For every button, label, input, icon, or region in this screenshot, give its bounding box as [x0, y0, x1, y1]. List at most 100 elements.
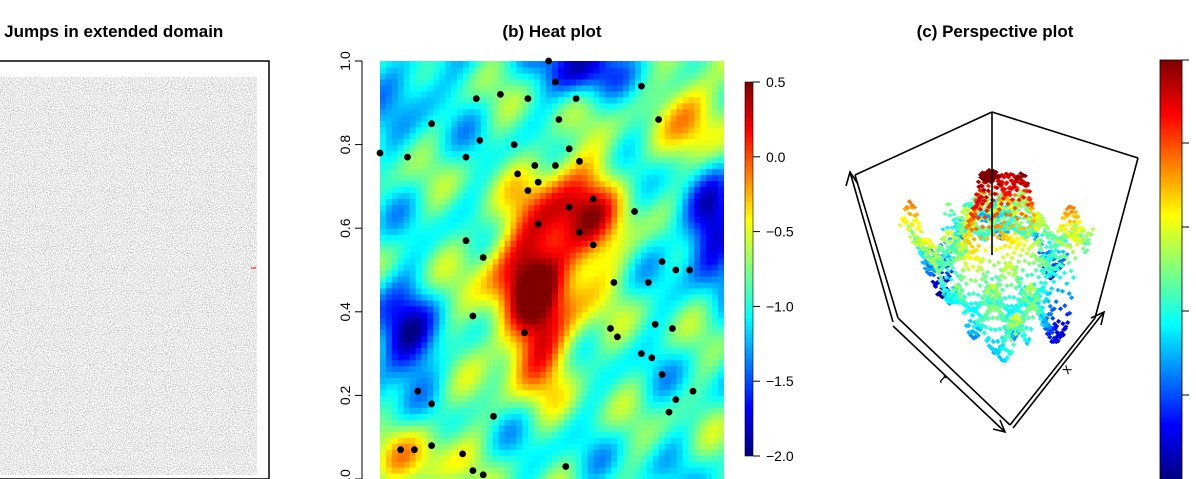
heat-cell	[718, 455, 724, 462]
heat-cell	[492, 353, 500, 361]
heat-cell	[563, 240, 571, 247]
heat-cell	[593, 258, 601, 265]
heat-cell	[629, 234, 636, 241]
heat-cell	[682, 204, 690, 211]
heat-cell	[635, 138, 642, 146]
heat-cell	[581, 120, 589, 128]
heat-cell	[599, 270, 606, 277]
heat-cell	[474, 413, 482, 420]
heat-cell	[557, 401, 565, 408]
heat-cell	[451, 90, 458, 98]
heat-cell	[629, 473, 636, 479]
heat-cell	[664, 204, 672, 211]
heat-cell	[563, 114, 571, 122]
heat-cell	[581, 162, 589, 170]
heat-cell	[629, 299, 636, 307]
heat-cell	[557, 78, 565, 86]
heat-cell	[581, 90, 589, 98]
heat-cell	[587, 413, 595, 420]
heat-cell	[451, 102, 458, 110]
heat-cell	[599, 287, 606, 295]
heat-cell	[546, 210, 553, 217]
heat-cell	[557, 120, 565, 128]
surface-facet	[1054, 243, 1061, 248]
heat-cell	[599, 317, 606, 325]
surface-facet	[1090, 226, 1096, 232]
heat-cell	[463, 192, 470, 199]
heat-cell	[480, 138, 488, 146]
heat-cell	[658, 252, 666, 259]
heat-cell	[439, 72, 446, 80]
heat-cell	[688, 449, 695, 456]
heat-cell	[652, 377, 660, 385]
heat-cell	[516, 198, 523, 205]
heat-cell	[629, 461, 636, 468]
heat-cell	[492, 281, 500, 289]
heat-cell	[599, 234, 606, 241]
heat-cell	[492, 192, 500, 199]
heat-cell	[593, 401, 601, 408]
heat-cell	[569, 407, 577, 414]
heat-cell	[403, 275, 411, 283]
heat-cell	[397, 305, 405, 313]
heat-cell	[688, 228, 695, 235]
heat-cell	[605, 90, 612, 98]
heat-cell	[682, 275, 690, 283]
heat-cell	[445, 449, 452, 456]
heat-cell	[534, 144, 541, 152]
heat-cell	[599, 347, 606, 355]
heat-cell	[569, 198, 577, 205]
heat-cell	[522, 395, 529, 402]
heat-cell	[640, 90, 648, 98]
heat-cell	[457, 186, 464, 193]
heat-cell	[563, 168, 571, 176]
heat-cell	[474, 162, 482, 170]
heat-cell	[670, 431, 678, 438]
heat-cell	[676, 246, 684, 253]
heat-cell	[504, 144, 512, 152]
heat-cell	[528, 353, 535, 361]
surface-facet	[1042, 262, 1048, 268]
heat-cell	[700, 126, 707, 134]
heat-cell	[403, 293, 411, 301]
heat-cell	[688, 66, 695, 74]
heat-cell	[587, 144, 595, 152]
heat-cell	[629, 168, 636, 176]
heat-cell	[540, 395, 547, 402]
heat-cell	[569, 449, 577, 456]
heat-cell	[516, 305, 523, 313]
heat-cell	[451, 264, 458, 271]
heat-cell	[534, 78, 541, 86]
heat-cell	[599, 275, 606, 283]
heat-cell	[528, 401, 535, 408]
heat-cell	[445, 305, 452, 313]
heat-cell	[415, 162, 423, 170]
surface-facet	[1022, 183, 1029, 189]
heat-cell	[664, 347, 672, 355]
heat-cell	[629, 329, 636, 337]
heat-cell	[445, 78, 452, 86]
heat-cell	[421, 144, 429, 152]
heat-cell	[385, 311, 393, 319]
heat-cell	[463, 264, 470, 271]
data-point	[565, 145, 573, 153]
surface-facet	[1001, 215, 1008, 221]
heat-cell	[617, 467, 624, 474]
heat-cell	[421, 389, 429, 396]
heat-cell	[480, 168, 488, 176]
heat-cell	[569, 162, 577, 170]
data-point	[689, 387, 697, 395]
heat-cell	[463, 216, 470, 223]
heat-cell	[534, 287, 541, 295]
heat-cell	[635, 132, 642, 140]
heat-cell	[652, 168, 660, 176]
heat-cell	[670, 383, 678, 391]
heat-cell	[670, 461, 678, 468]
heat-cell	[640, 365, 648, 373]
heat-cell	[480, 144, 488, 152]
heat-cell	[676, 156, 684, 164]
heat-cell	[540, 401, 547, 408]
heat-cell	[474, 305, 482, 313]
heat-cell	[640, 78, 648, 86]
heat-cell	[433, 371, 440, 379]
